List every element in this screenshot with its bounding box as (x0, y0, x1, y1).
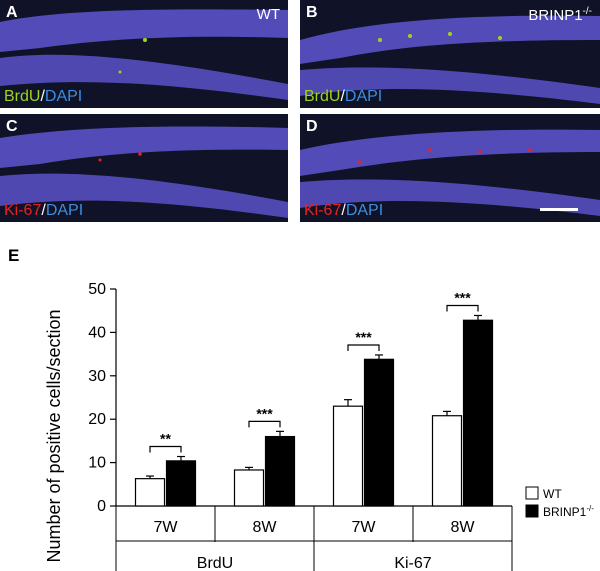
stain-label: Ki-67/DAPI (304, 202, 383, 220)
panel-a-image: A WT BrdU/DAPI (0, 0, 288, 108)
genotype-superscript: -/- (582, 6, 592, 17)
bar-wt (431, 415, 463, 507)
category-label: 7W (154, 519, 179, 536)
category-label: 8W (451, 519, 476, 536)
significance-bracket (446, 304, 479, 312)
panel-d-image: D Ki-67/DAPI (300, 114, 600, 222)
group-label: BrdU (197, 555, 233, 571)
panel-letter: D (306, 118, 318, 135)
significance-label: *** (454, 289, 471, 305)
significance-bracket (149, 445, 182, 453)
panel-c-image: C Ki-67/DAPI (0, 114, 288, 222)
significance-label: *** (256, 405, 273, 421)
dentate-gyrus-wt-ki67 (0, 126, 288, 218)
ki67-label: Ki-67 (4, 202, 42, 219)
bar-wt (332, 405, 364, 507)
bar-brinp1 (462, 319, 494, 507)
y-tick-label: 40 (88, 324, 106, 341)
brdu-label: BrdU (304, 88, 341, 105)
legend-label-brinp1: BRINP1-/- (543, 504, 594, 519)
brdu-label: BrdU (4, 88, 41, 105)
dapi-label: DAPI (344, 88, 383, 105)
genotype-label: BRINP1-/- (528, 6, 592, 24)
significance-bracket (248, 420, 281, 428)
category-label: 8W (253, 519, 278, 536)
dentate-gyrus-wt-brdu (0, 9, 288, 100)
legend-superscript: -/- (586, 504, 594, 513)
group-label: Ki-67 (394, 555, 431, 571)
ki67-label: Ki-67 (304, 202, 342, 219)
dapi-label: DAPI (45, 202, 84, 219)
y-tick-label: 30 (88, 368, 106, 385)
slash: / (40, 88, 45, 105)
genotype-label: WT (256, 6, 280, 23)
slash: / (341, 202, 346, 219)
bar-chart: 0 10 20 30 40 50 Number of positive cells/sect… (44, 281, 594, 571)
dentate-gyrus-brinp1-brdu (300, 15, 600, 104)
slash: / (340, 88, 345, 105)
dapi-label: DAPI (44, 88, 83, 105)
panel-letter: A (6, 4, 18, 21)
y-tick-label: 50 (88, 281, 106, 298)
bar-brinp1 (165, 460, 197, 507)
panel-letter: C (6, 118, 18, 135)
bar-wt (134, 478, 166, 507)
legend-swatch-brinp1 (525, 504, 539, 518)
legend-label-wt: WT (543, 487, 562, 501)
bar-wt (233, 469, 265, 507)
y-tick-label: 20 (88, 411, 106, 428)
scale-bar (540, 208, 578, 211)
y-axis-label: Number of positive cells/section (44, 309, 64, 562)
dentate-gyrus-brinp1-ki67 (300, 129, 600, 216)
legend-swatch-wt (525, 486, 539, 500)
stain-label: BrdU/DAPI (304, 88, 382, 106)
category-label: 7W (352, 519, 377, 536)
bar-brinp1 (363, 358, 395, 507)
dapi-label: DAPI (345, 202, 384, 219)
panel-e-letter: E (8, 246, 20, 265)
stain-label: Ki-67/DAPI (4, 202, 83, 220)
panel-b-image: B BRINP1-/- BrdU/DAPI (300, 0, 600, 108)
stain-label: BrdU/DAPI (4, 88, 82, 106)
y-tick-label: 0 (97, 498, 106, 515)
significance-label: *** (355, 329, 372, 345)
significance-label: ** (160, 431, 171, 447)
bar-brinp1 (264, 435, 296, 507)
genotype-name: BRINP1 (528, 7, 583, 24)
significance-bracket (347, 344, 380, 351)
slash: / (41, 202, 46, 219)
y-tick-label: 10 (88, 455, 106, 472)
panel-letter: B (306, 4, 318, 21)
